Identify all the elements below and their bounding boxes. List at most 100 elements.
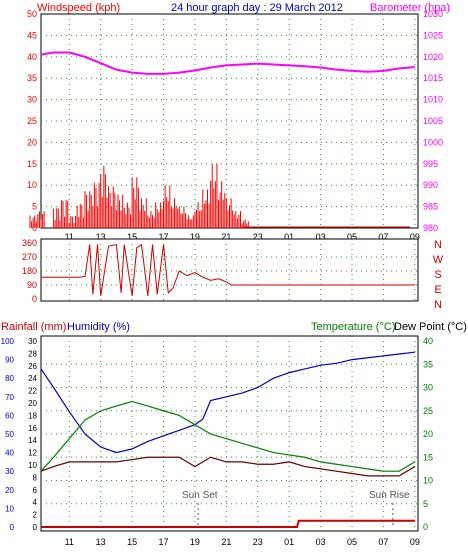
compass-letter: E xyxy=(434,284,441,296)
x-tick-label: 05 xyxy=(347,232,357,242)
y-tick-label: 70 xyxy=(5,393,14,402)
compass-letter: S xyxy=(434,269,441,281)
y-tick-label: 90 xyxy=(27,280,37,290)
x-tick-label: 17 xyxy=(159,537,169,547)
wind-direction-line xyxy=(41,243,415,296)
y-tick-label: 12 xyxy=(28,449,37,458)
y-tick-label: 18 xyxy=(28,411,37,420)
y-tick-label: 10 xyxy=(28,461,37,470)
y-tick-label: 60 xyxy=(5,411,14,420)
y-tick-label: 10 xyxy=(423,476,433,486)
x-tick-label: 07 xyxy=(378,232,388,242)
y-tick-label: 8 xyxy=(33,473,38,482)
compass-letter: N xyxy=(434,239,442,251)
x-tick-label: 23 xyxy=(253,537,263,547)
y-tick-label: 25 xyxy=(27,116,37,126)
x-tick-label: 07 xyxy=(378,537,388,547)
x-tick-label: 21 xyxy=(221,537,231,547)
rain-hum-temp-panel xyxy=(40,335,419,532)
x-tick-label: 13 xyxy=(96,232,106,242)
y-tick-label: 360 xyxy=(22,238,37,248)
y-tick-label: 50 xyxy=(27,9,37,19)
y-tick-label: 100 xyxy=(1,337,15,346)
y-tick-label: 180 xyxy=(22,266,37,276)
y-tick-label: 30 xyxy=(423,383,433,393)
rainfall-line xyxy=(41,519,415,528)
sunrise-annotation: Sun Rise xyxy=(369,490,410,501)
y-tick-label: 995 xyxy=(423,159,438,169)
x-tick-label: 13 xyxy=(96,537,106,547)
y-tick-label: 35 xyxy=(27,73,37,83)
y-tick-label: 20 xyxy=(28,399,37,408)
temperature-axis-label: Temperature (°C) xyxy=(311,321,395,333)
x-tick-label: 11 xyxy=(65,537,74,547)
y-tick-label: 15 xyxy=(423,452,433,462)
y-tick-label: 1000 xyxy=(423,137,443,147)
x-tick-label: 15 xyxy=(127,537,137,547)
y-tick-label: 35 xyxy=(423,359,433,369)
compass-letter: W xyxy=(433,254,444,266)
y-tick-label: 1010 xyxy=(423,95,443,105)
y-tick-label: 28 xyxy=(28,349,37,358)
y-tick-label: 270 xyxy=(22,252,37,262)
y-tick-label: 20 xyxy=(5,486,14,495)
humidity-line xyxy=(40,351,415,454)
humidity-axis-label: Humidity (%) xyxy=(67,321,130,333)
x-tick-label: 15 xyxy=(127,232,137,242)
x-tick-label: 09 xyxy=(410,232,420,242)
sunset-annotation: Sun Set xyxy=(182,490,218,501)
y-tick-label: 4 xyxy=(33,498,38,507)
y-tick-label: 40 xyxy=(27,52,37,62)
y-tick-label: 1020 xyxy=(423,52,443,62)
x-tick-label: 23 xyxy=(253,232,263,242)
y-tick-label: 1005 xyxy=(423,116,443,126)
y-tick-label: 1030 xyxy=(423,9,443,19)
y-tick-label: 980 xyxy=(423,223,438,233)
y-tick-label: 22 xyxy=(28,387,37,396)
x-tick-label: 03 xyxy=(316,537,326,547)
y-tick-label: 0 xyxy=(10,523,15,532)
barometer-axis-label: Barometer (hpa) xyxy=(370,2,450,14)
windspeed-axis-label: Windspeed (kph) xyxy=(37,2,120,14)
x-tick-label: 11 xyxy=(65,232,74,242)
y-tick-label: 24 xyxy=(28,374,37,383)
y-tick-label: 40 xyxy=(423,336,433,346)
barometer-line xyxy=(40,51,415,75)
y-tick-label: 45 xyxy=(27,30,37,40)
compass-letter: N xyxy=(434,299,442,311)
y-tick-label: 1025 xyxy=(423,30,443,40)
x-tick-label: 19 xyxy=(190,232,200,242)
y-tick-label: 90 xyxy=(5,356,14,365)
wind-direction-panel xyxy=(40,238,419,302)
y-tick-label: 5 xyxy=(32,202,37,212)
y-tick-label: 10 xyxy=(5,504,14,513)
y-tick-label: 30 xyxy=(28,337,37,346)
chart-title: 24 hour graph day : 29 March 2012 xyxy=(171,2,343,14)
y-tick-label: 0 xyxy=(423,522,428,532)
x-tick-label: 01 xyxy=(284,232,294,242)
y-tick-label: 2 xyxy=(33,511,38,520)
y-tick-label: 990 xyxy=(423,180,438,190)
x-tick-label: 21 xyxy=(221,232,231,242)
y-tick-label: 14 xyxy=(28,436,37,445)
y-tick-label: 6 xyxy=(33,486,38,495)
y-tick-label: 20 xyxy=(423,429,433,439)
y-tick-label: 16 xyxy=(28,424,37,433)
y-tick-label: 50 xyxy=(5,430,14,439)
y-tick-label: 20 xyxy=(27,137,37,147)
x-tick-label: 05 xyxy=(347,537,357,547)
y-tick-label: 26 xyxy=(28,362,37,371)
y-tick-label: 30 xyxy=(27,95,37,105)
y-tick-label: 0 xyxy=(32,294,37,304)
y-tick-label: 30 xyxy=(5,467,14,476)
x-tick-label: 01 xyxy=(284,537,294,547)
y-tick-label: 25 xyxy=(423,406,433,416)
dewpoint-axis-label: Dew Point (°C) xyxy=(394,321,467,333)
y-tick-label: 5 xyxy=(423,499,428,509)
x-tick-label: 03 xyxy=(316,232,326,242)
dewpoint-line xyxy=(40,456,416,477)
y-tick-label: 15 xyxy=(27,159,37,169)
temperature-line xyxy=(40,400,416,472)
y-tick-label: 1015 xyxy=(423,73,443,83)
